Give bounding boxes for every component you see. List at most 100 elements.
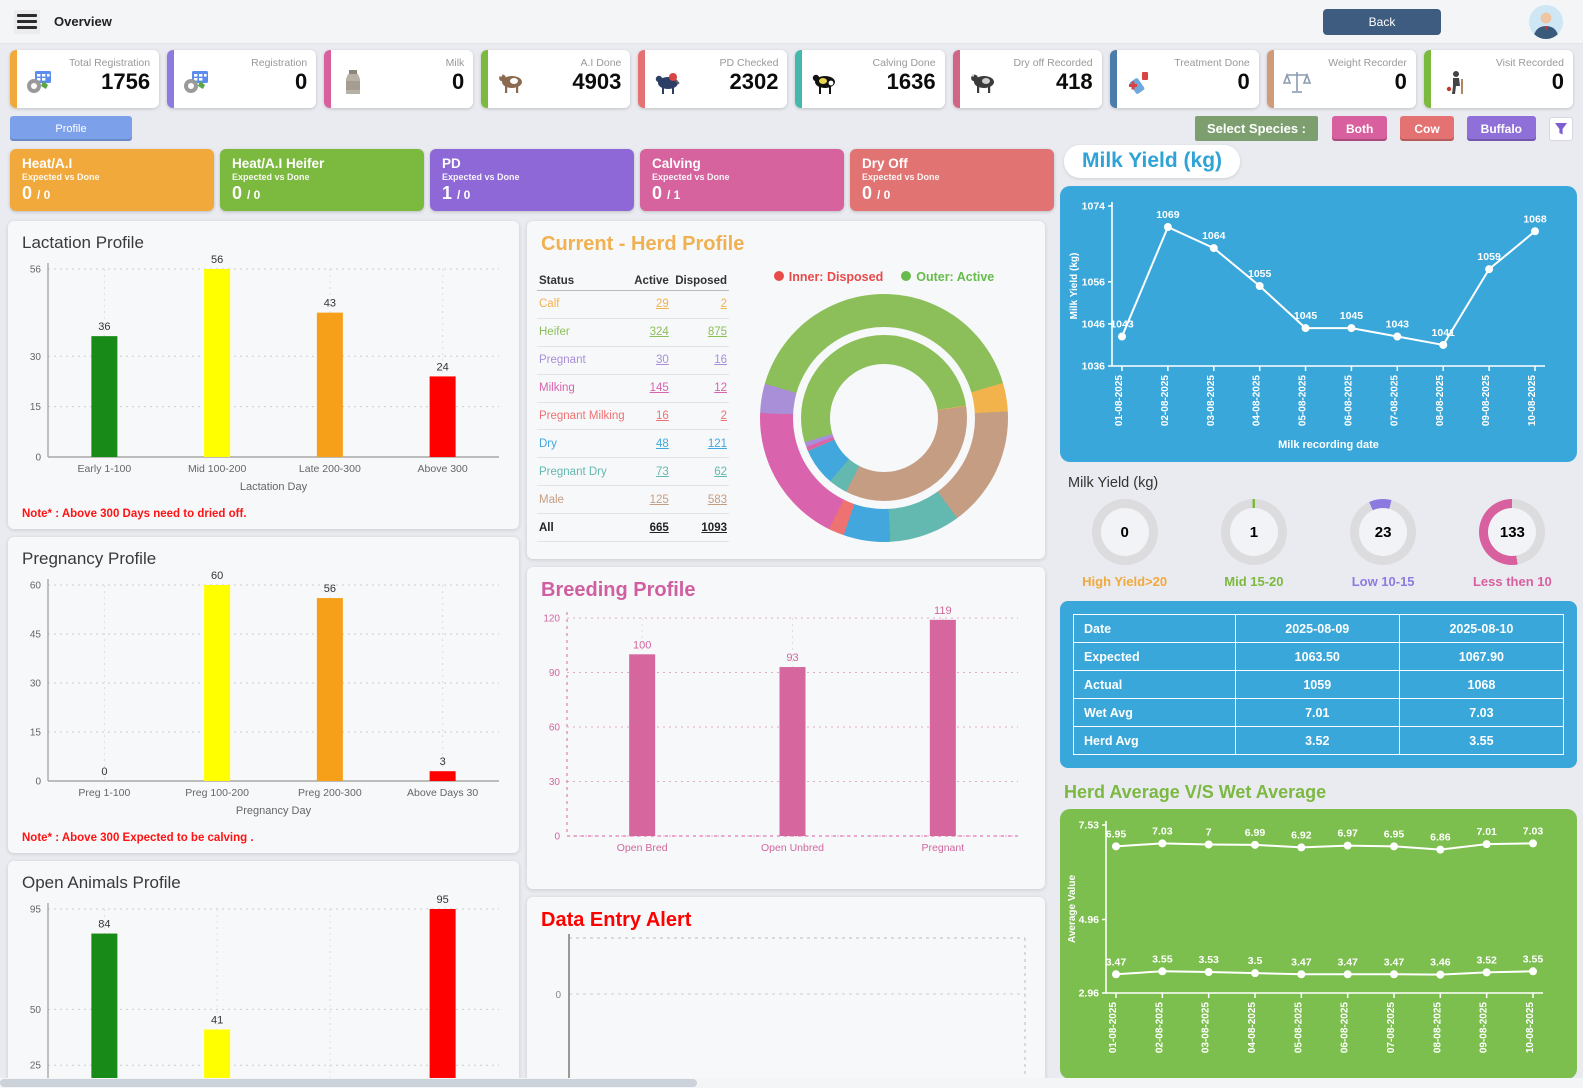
svg-text:Lactation Day: Lactation Day — [240, 481, 308, 493]
legend-item[interactable]: Outer: Active — [901, 270, 994, 284]
herd-profile-table: Status Active Disposed Calf 29 2 Heifer 324… — [537, 272, 729, 542]
status-card-dry-off[interactable]: Dry Off Expected vs Done 0 / 0 — [850, 149, 1054, 211]
user-avatar-icon[interactable] — [1529, 4, 1563, 39]
svg-text:6.97: 6.97 — [1337, 828, 1358, 840]
herd-disposed-link[interactable]: 2 — [670, 290, 729, 319]
svg-text:Mid 100-200: Mid 100-200 — [188, 463, 247, 475]
breeding-profile-title: Breeding Profile — [541, 579, 696, 601]
herd-active-link[interactable]: 48 — [630, 429, 671, 459]
milk-table-cell: 1067.90 — [1398, 642, 1565, 671]
gauge-label: Mid 15-20 — [1224, 574, 1284, 589]
funnel-icon — [1555, 122, 1567, 134]
svg-text:30: 30 — [30, 679, 42, 690]
back-button[interactable]: Back — [1323, 8, 1441, 35]
svg-text:6.92: 6.92 — [1291, 829, 1312, 841]
scrollbar-thumb[interactable] — [0, 1079, 697, 1087]
herd-disposed-link[interactable]: 583 — [670, 485, 729, 514]
svg-text:05-08-2025: 05-08-2025 — [1293, 1002, 1304, 1054]
svg-text:7.01: 7.01 — [1476, 826, 1497, 838]
herd-active-link[interactable]: 125 — [630, 485, 671, 514]
milk-yield-line-chart: 1036 1046 1056 1074 01-08-2025 02-08-2025 03-0… — [1064, 192, 1573, 459]
cow-icon — [497, 69, 525, 95]
status-card-pd[interactable]: PD Expected vs Done 1 / 0 — [430, 149, 634, 211]
svg-text:Milk Yield (kg): Milk Yield (kg) — [1069, 253, 1080, 320]
herd-disposed-link[interactable]: 875 — [670, 318, 729, 347]
svg-text:Late 200-300: Late 200-300 — [299, 463, 361, 475]
table-row: Wet Avg 7.01 7.03 — [1073, 698, 1565, 727]
species-button-buffalo[interactable]: Buffalo — [1466, 116, 1536, 141]
legend-item[interactable]: Inner: Disposed — [773, 270, 883, 284]
kpi-value: 2302 — [729, 69, 779, 94]
milk-table-cell: 3.52 — [1234, 726, 1400, 755]
svg-text:04-08-2025: 04-08-2025 — [1252, 375, 1263, 427]
status-card-title: Dry Off — [862, 156, 908, 171]
herd-disposed-link[interactable]: 1093 — [670, 513, 729, 542]
status-card-value: 0 / 1 — [652, 183, 681, 203]
herd-disposed-link[interactable]: 12 — [670, 374, 729, 403]
milk-gauge-low-10-15: 23 Low 10-15 — [1319, 499, 1448, 589]
horizontal-scrollbar[interactable] — [0, 1078, 1583, 1088]
status-card-heat-a-i-heifer[interactable]: Heat/A.I Heifer Expected vs Done 0 / 0 — [220, 149, 424, 211]
kpi-label: A.I Done — [580, 57, 622, 69]
herd-disposed-link[interactable]: 62 — [670, 457, 729, 487]
herd-disposed-link[interactable]: 2 — [670, 402, 729, 431]
status-card-heat-a-i[interactable]: Heat/A.I Expected vs Done 0 / 0 — [10, 149, 214, 211]
kpi-accent-bar — [638, 50, 646, 108]
herd-active-link[interactable]: 665 — [630, 513, 671, 542]
filter-icon[interactable] — [1549, 116, 1573, 141]
milk-table-cell: 3.55 — [1398, 726, 1565, 755]
milk-gauge-high-yield-20: 0 High Yield>20 — [1060, 499, 1189, 589]
herd-active-link[interactable]: 30 — [630, 346, 671, 375]
herd-table-header: Disposed — [670, 272, 729, 291]
svg-text:56: 56 — [211, 254, 223, 266]
legend-dot-icon — [901, 271, 912, 281]
menu-icon[interactable] — [14, 9, 40, 34]
tab-profile[interactable]: Profile — [10, 116, 132, 141]
herd-active-link[interactable]: 73 — [630, 457, 671, 487]
svg-text:100: 100 — [633, 639, 651, 651]
table-row: Expected 1063.50 1067.90 — [1073, 642, 1565, 671]
data-entry-alert-title: Data Entry Alert — [541, 909, 692, 931]
kpi-label: Treatment Done — [1174, 57, 1250, 69]
left-column: Lactation Profile 0 15 30 56 36 Early 1-100 56… — [8, 221, 519, 1088]
herd-profile-donut-chart — [760, 294, 1008, 542]
table-row: Heifer 324 875 — [537, 318, 729, 347]
svg-text:3.47: 3.47 — [1106, 956, 1127, 968]
herd-disposed-link[interactable]: 16 — [670, 346, 729, 375]
herd-status-label: Dry — [537, 429, 631, 459]
table-row: Pregnant 30 16 — [537, 346, 729, 375]
svg-text:60: 60 — [549, 723, 561, 734]
svg-text:02-08-2025: 02-08-2025 — [1154, 1002, 1165, 1054]
svg-text:0: 0 — [101, 766, 107, 778]
treatment-icon — [1126, 69, 1154, 95]
herd-profile-panel: Current - Herd Profile Status Active Dispo… — [527, 221, 1045, 559]
gauge-value: 1 — [1229, 508, 1278, 556]
table-row: Male 125 583 — [537, 485, 729, 514]
svg-text:3: 3 — [440, 756, 446, 768]
herd-active-link[interactable]: 145 — [630, 374, 671, 403]
herd-status-label: Male — [537, 485, 631, 514]
herd-active-link[interactable]: 324 — [630, 318, 671, 347]
species-button-both[interactable]: Both — [1332, 116, 1388, 141]
lactation-note: Note* : Above 300 Days need to dried off… — [22, 508, 247, 520]
data-entry-alert-panel: Data Entry Alert 0 — [527, 897, 1045, 1088]
kpi-accent-bar — [10, 50, 17, 108]
herd-disposed-link[interactable]: 121 — [670, 429, 729, 459]
table-row: Calf 29 2 — [537, 290, 729, 319]
kpi-value: 0 — [1394, 69, 1407, 94]
svg-text:1064: 1064 — [1202, 230, 1226, 242]
svg-text:03-08-2025: 03-08-2025 — [1206, 375, 1217, 427]
svg-text:45: 45 — [30, 630, 42, 641]
svg-text:Open Bred: Open Bred — [617, 842, 668, 854]
herd-active-link[interactable]: 29 — [630, 290, 671, 319]
svg-text:6.95: 6.95 — [1384, 828, 1405, 840]
status-card-calving[interactable]: Calving Expected vs Done 0 / 1 — [640, 149, 844, 211]
species-button-cow[interactable]: Cow — [1400, 116, 1454, 141]
herd-vs-wet-chart-panel: 2.96 4.96 7.53 01-08-2025 02-08-2025 03-08-20… — [1060, 809, 1577, 1079]
svg-text:24: 24 — [437, 361, 449, 373]
milk-table-cell: 2025-08-10 — [1398, 614, 1565, 643]
herd-active-link[interactable]: 16 — [630, 402, 671, 431]
svg-text:7.53: 7.53 — [1079, 820, 1100, 832]
kpi-value: 4903 — [572, 69, 622, 94]
milk-yield-gauges: 0 High Yield>20 1 Mid 15-20 23 Low 10-15… — [1060, 499, 1577, 589]
